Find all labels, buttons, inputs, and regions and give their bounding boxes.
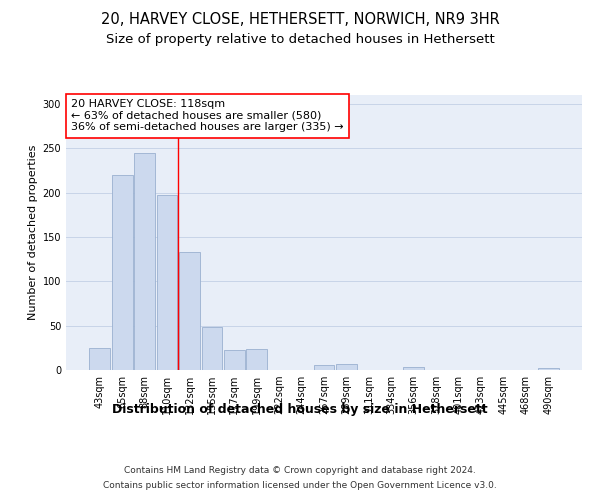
Bar (314, 364, 334, 370)
Bar (403, 368, 424, 370)
Text: Distribution of detached houses by size in Hethersett: Distribution of detached houses by size … (112, 402, 488, 415)
Bar (112, 175, 133, 370)
Bar (336, 364, 357, 370)
Bar (179, 252, 200, 370)
Text: Size of property relative to detached houses in Hethersett: Size of property relative to detached ho… (106, 32, 494, 46)
Bar (89, 348, 110, 370)
Text: 20 HARVEY CLOSE: 118sqm
← 63% of detached houses are smaller (580)
36% of semi-d: 20 HARVEY CLOSE: 118sqm ← 63% of detache… (71, 99, 344, 132)
Bar (538, 368, 559, 370)
Bar (202, 328, 222, 370)
Bar (224, 350, 245, 370)
Text: 20, HARVEY CLOSE, HETHERSETT, NORWICH, NR9 3HR: 20, HARVEY CLOSE, HETHERSETT, NORWICH, N… (101, 12, 499, 28)
Y-axis label: Number of detached properties: Number of detached properties (28, 145, 38, 320)
Text: Contains public sector information licensed under the Open Government Licence v3: Contains public sector information licen… (103, 481, 497, 490)
Bar (157, 195, 178, 370)
Text: Contains HM Land Registry data © Crown copyright and database right 2024.: Contains HM Land Registry data © Crown c… (124, 466, 476, 475)
Bar (134, 152, 155, 370)
Bar (247, 348, 267, 370)
